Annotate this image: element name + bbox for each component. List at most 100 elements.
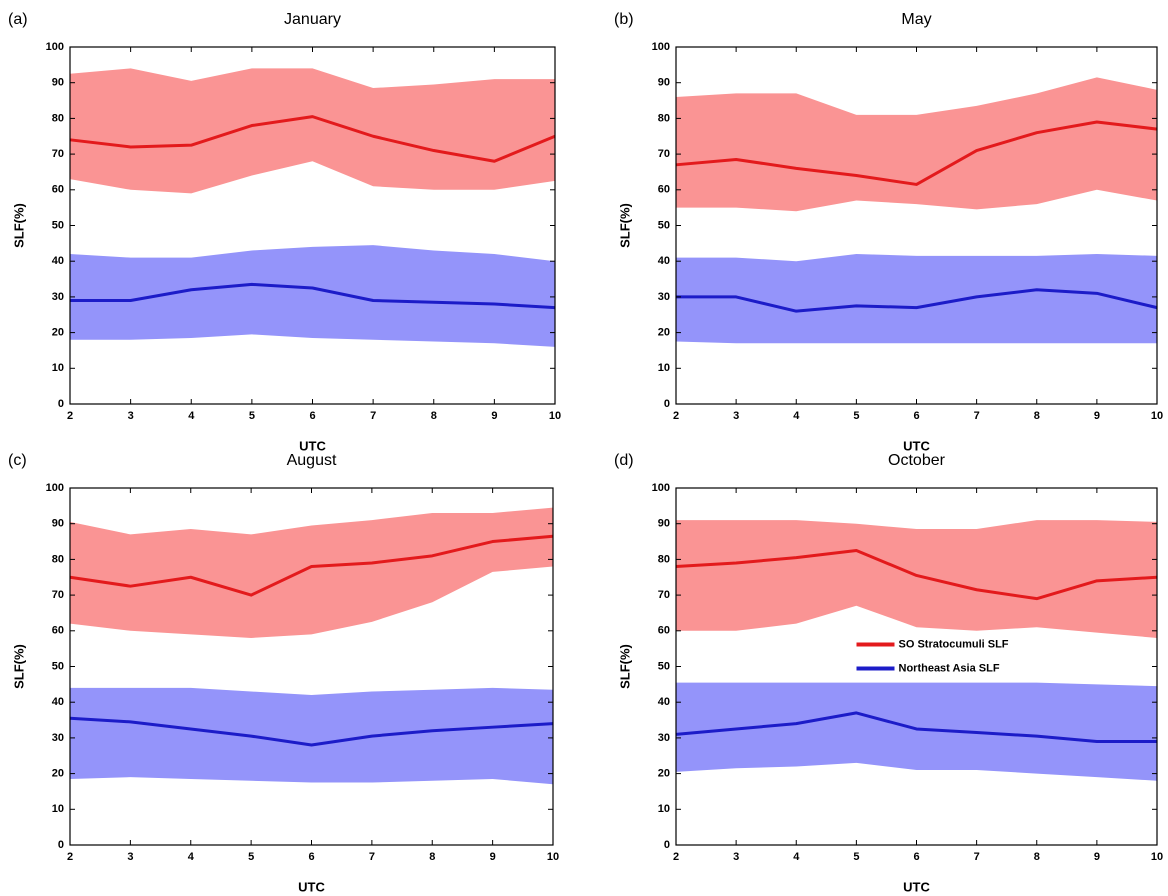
- line: [675, 548, 1158, 601]
- x-tick-label: 2: [67, 851, 73, 863]
- y-tick-label: 100: [46, 41, 64, 53]
- x-tick-label: 4: [793, 851, 800, 863]
- band: [676, 520, 1157, 638]
- chart-title: May: [901, 11, 931, 28]
- x-tick-label: 10: [1151, 410, 1163, 422]
- line: [675, 711, 1157, 743]
- x-axis-label: UTC: [903, 879, 930, 894]
- y-tick-label: 40: [52, 696, 64, 708]
- x-tick-label: 9: [1094, 851, 1100, 863]
- x-axis-label: UTC: [903, 438, 930, 453]
- y-axis-label: SLF(%): [617, 203, 632, 248]
- panel-label: (d): [614, 452, 634, 469]
- x-tick-label: 8: [429, 851, 435, 863]
- line: [69, 115, 556, 163]
- legend-label: Northeast Asia SLF: [899, 662, 1000, 674]
- y-tick-label: 10: [658, 362, 670, 374]
- y-tick-label: 90: [52, 518, 64, 530]
- y-tick-label: 0: [664, 398, 670, 410]
- x-tick-label: 4: [793, 410, 800, 422]
- y-tick-label: 80: [658, 112, 670, 124]
- y-axis-label: SLF(%): [11, 644, 26, 689]
- line: [69, 534, 554, 597]
- x-tick-label: 2: [673, 851, 679, 863]
- y-tick-label: 50: [658, 219, 670, 231]
- y-tick-label: 40: [52, 255, 64, 267]
- x-tick-label: 6: [913, 410, 919, 422]
- x-tick-label: 8: [431, 410, 437, 422]
- y-tick-label: 80: [52, 112, 64, 124]
- x-tick-label: 7: [974, 851, 980, 863]
- line: [69, 716, 554, 747]
- y-tick-label: 30: [658, 732, 670, 744]
- band: [70, 245, 555, 347]
- band: [70, 507, 553, 638]
- x-tick-label: 8: [1034, 410, 1040, 422]
- x-tick-label: 3: [733, 851, 739, 863]
- y-axis-label: SLF(%): [11, 203, 26, 248]
- y-tick-label: 30: [52, 291, 64, 303]
- y-tick-label: 10: [52, 803, 64, 815]
- y-tick-label: 60: [52, 184, 64, 196]
- y-tick-label: 20: [658, 327, 670, 339]
- line: [676, 288, 1158, 313]
- y-tick-label: 60: [658, 625, 670, 637]
- line: [675, 120, 1158, 186]
- y-tick-label: 0: [58, 839, 64, 851]
- x-tick-label: 6: [913, 851, 919, 863]
- y-axis-label: SLF(%): [617, 644, 632, 689]
- x-tick-label: 6: [309, 410, 315, 422]
- x-tick-label: 7: [369, 851, 375, 863]
- x-tick-label: 5: [853, 851, 859, 863]
- legend-label: SO Stratocumuli SLF: [899, 638, 1009, 650]
- y-tick-label: 0: [664, 839, 670, 851]
- y-tick-label: 90: [658, 77, 670, 89]
- line: [70, 282, 556, 310]
- x-tick-label: 8: [1034, 851, 1040, 863]
- y-tick-label: 10: [658, 803, 670, 815]
- y-tick-label: 50: [52, 219, 64, 231]
- y-tick-label: 30: [52, 732, 64, 744]
- x-tick-label: 3: [733, 410, 739, 422]
- y-tick-label: 70: [658, 589, 670, 601]
- y-tick-label: 20: [658, 768, 670, 780]
- band: [676, 77, 1157, 212]
- x-tick-label: 3: [128, 410, 134, 422]
- x-tick-label: 2: [67, 410, 73, 422]
- x-tick-label: 4: [188, 410, 195, 422]
- x-tick-label: 2: [673, 410, 679, 422]
- chart-title: August: [287, 452, 337, 469]
- y-tick-label: 40: [658, 255, 670, 267]
- x-tick-label: 9: [491, 410, 497, 422]
- x-tick-label: 10: [549, 410, 561, 422]
- y-tick-label: 90: [658, 518, 670, 530]
- y-tick-label: 50: [52, 660, 64, 672]
- x-tick-label: 5: [249, 410, 255, 422]
- panel-label: (b): [614, 11, 634, 28]
- y-tick-label: 30: [658, 291, 670, 303]
- y-tick-label: 20: [52, 327, 64, 339]
- x-tick-label: 4: [188, 851, 195, 863]
- y-tick-label: 20: [52, 768, 64, 780]
- y-tick-label: 0: [58, 398, 64, 410]
- chart-title: October: [888, 452, 946, 469]
- x-tick-label: 6: [308, 851, 314, 863]
- y-tick-label: 80: [52, 553, 64, 565]
- x-tick-label: 3: [127, 851, 133, 863]
- y-tick-label: 50: [658, 660, 670, 672]
- band: [70, 687, 553, 785]
- band: [676, 254, 1157, 344]
- x-tick-label: 10: [547, 851, 559, 863]
- band: [676, 682, 1157, 781]
- chart-title: January: [284, 11, 341, 28]
- y-tick-label: 60: [52, 625, 64, 637]
- y-tick-label: 100: [652, 482, 670, 494]
- panel-label: (c): [8, 452, 27, 469]
- y-tick-label: 40: [658, 696, 670, 708]
- y-tick-label: 70: [52, 148, 64, 160]
- y-tick-label: 90: [52, 77, 64, 89]
- x-tick-label: 9: [490, 851, 496, 863]
- x-tick-label: 5: [853, 410, 859, 422]
- y-tick-label: 10: [52, 362, 64, 374]
- x-tick-label: 9: [1094, 410, 1100, 422]
